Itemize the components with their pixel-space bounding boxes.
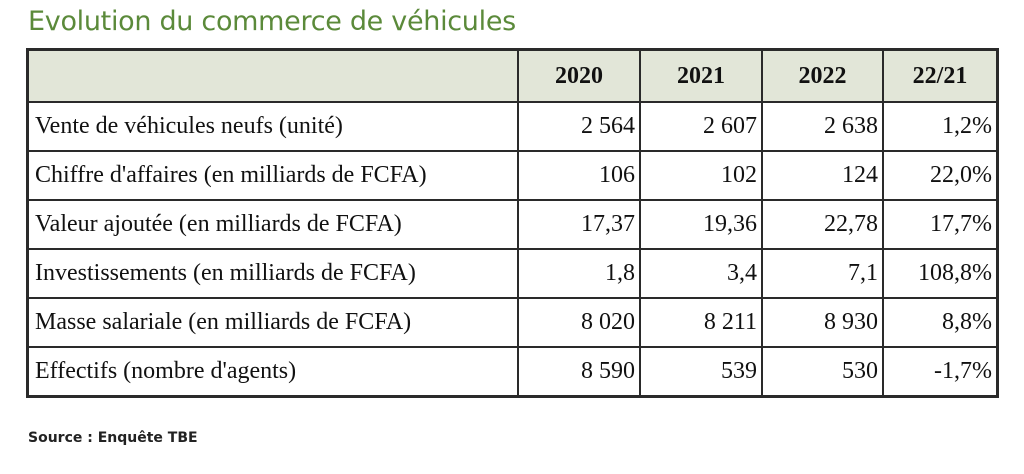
cell-value: 8,8% — [882, 297, 999, 348]
row-label: Investissements (en milliards de FCFA) — [26, 248, 519, 299]
row-label: Vente de véhicules neufs (unité) — [26, 101, 519, 152]
cell-value: 17,7% — [882, 199, 999, 250]
row-label: Chiffre d'affaires (en milliards de FCFA… — [26, 150, 519, 201]
source-note: Source : Enquête TBE — [28, 430, 198, 446]
cell-value: 8 020 — [517, 297, 641, 348]
cell-value: 7,1 — [761, 248, 884, 299]
cell-value: 17,37 — [517, 199, 641, 250]
cell-value: 1,2% — [882, 101, 999, 152]
row-label: Valeur ajoutée (en milliards de FCFA) — [26, 199, 519, 250]
data-table: 2020 2021 2022 22/21 Vente de véhicules … — [26, 48, 999, 398]
table-header-row: 2020 2021 2022 22/21 — [26, 48, 999, 103]
cell-value: 2 607 — [639, 101, 763, 152]
cell-value: 106 — [517, 150, 641, 201]
header-2022: 2022 — [761, 48, 884, 103]
table-row: Investissements (en milliards de FCFA) 1,… — [26, 248, 999, 299]
header-change: 22/21 — [882, 48, 999, 103]
cell-value: 8 590 — [517, 346, 641, 398]
table-row: Vente de véhicules neufs (unité) 2 564 2 6… — [26, 101, 999, 152]
cell-value: 3,4 — [639, 248, 763, 299]
cell-value: 539 — [639, 346, 763, 398]
table-row: Effectifs (nombre d'agents) 8 590 539 530 -1… — [26, 346, 999, 398]
table-row: Valeur ajoutée (en milliards de FCFA) 17,… — [26, 199, 999, 250]
cell-value: 108,8% — [882, 248, 999, 299]
header-2021: 2021 — [639, 48, 763, 103]
page-title: Evolution du commerce de véhicules — [28, 6, 516, 37]
cell-value: 2 638 — [761, 101, 884, 152]
row-label: Effectifs (nombre d'agents) — [26, 346, 519, 398]
cell-value: -1,7% — [882, 346, 999, 398]
cell-value: 8 930 — [761, 297, 884, 348]
cell-value: 8 211 — [639, 297, 763, 348]
cell-value: 22,0% — [882, 150, 999, 201]
row-label: Masse salariale (en milliards de FCFA) — [26, 297, 519, 348]
table-row: Chiffre d'affaires (en milliards de FCFA… — [26, 150, 999, 201]
cell-value: 2 564 — [517, 101, 641, 152]
cell-value: 19,36 — [639, 199, 763, 250]
header-label — [26, 48, 519, 103]
cell-value: 102 — [639, 150, 763, 201]
cell-value: 530 — [761, 346, 884, 398]
header-2020: 2020 — [517, 48, 641, 103]
cell-value: 1,8 — [517, 248, 641, 299]
table-row: Masse salariale (en milliards de FCFA) 8 … — [26, 297, 999, 348]
cell-value: 22,78 — [761, 199, 884, 250]
cell-value: 124 — [761, 150, 884, 201]
